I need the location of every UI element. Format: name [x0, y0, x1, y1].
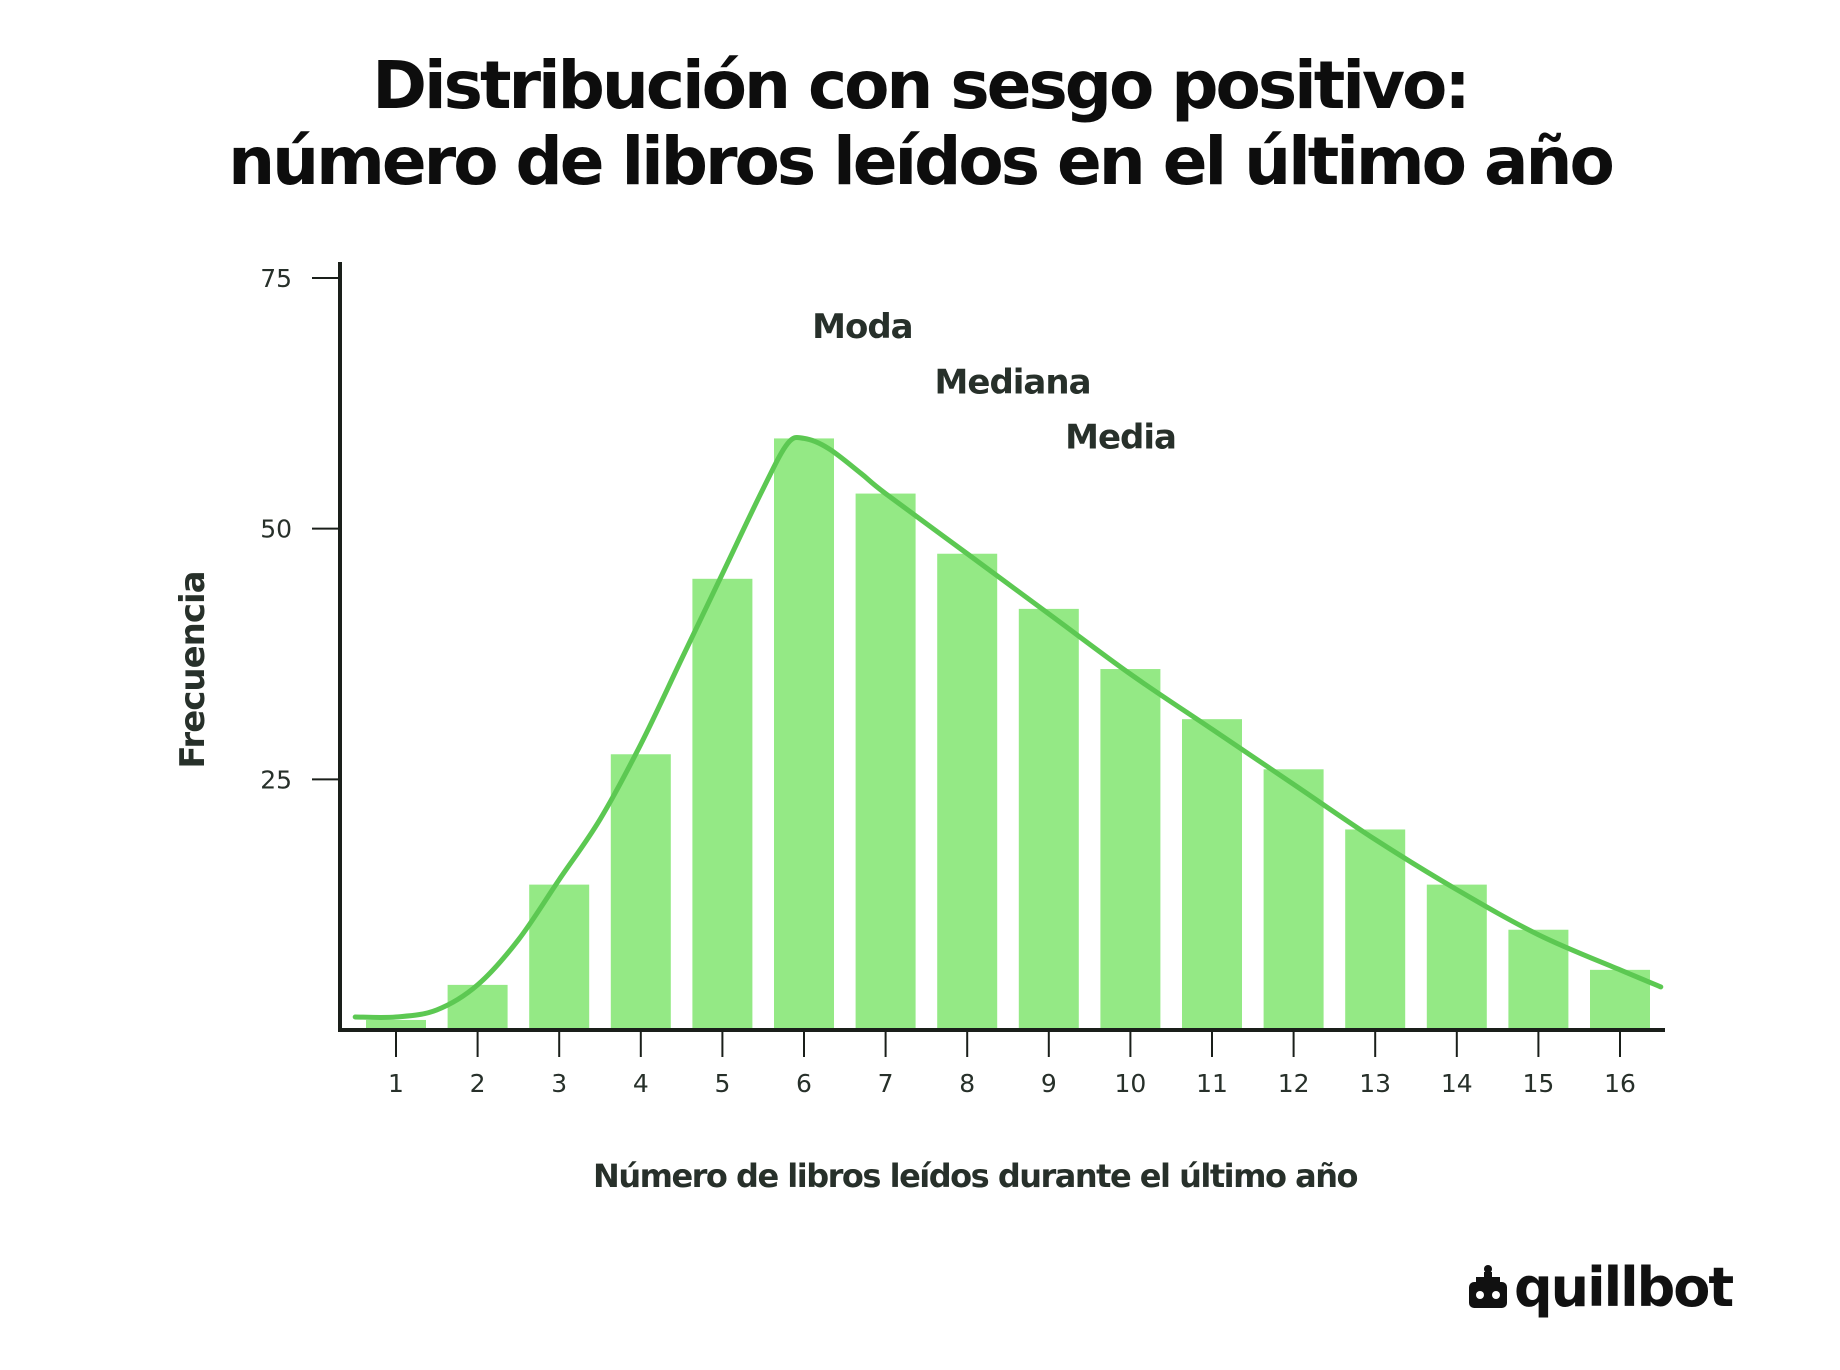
- x-tick-label-2: 2: [470, 1069, 486, 1098]
- bar-13: [1345, 829, 1406, 1030]
- bar-1: [366, 1019, 426, 1030]
- x-tick-label-15: 15: [1522, 1069, 1554, 1098]
- bar-11: [1182, 719, 1242, 1030]
- bars-group: [366, 438, 1650, 1031]
- x-tick-label-9: 9: [1041, 1069, 1057, 1098]
- annotation-mediana: Mediana: [935, 362, 1091, 402]
- y-axis-label: Frecuencia: [173, 571, 213, 768]
- x-tick-label-8: 8: [959, 1069, 975, 1098]
- y-tick-label-50: 50: [260, 515, 292, 544]
- bar-3: [529, 884, 590, 1030]
- x-tick-label-1: 1: [388, 1069, 404, 1098]
- x-tick-label-11: 11: [1196, 1069, 1228, 1098]
- x-tick-label-6: 6: [796, 1069, 812, 1098]
- bar-6: [774, 438, 834, 1031]
- chart-title-line-1: Distribución con sesgo positivo:: [372, 47, 1470, 124]
- annotation-media: Media: [1065, 417, 1176, 457]
- x-tick-label-14: 14: [1441, 1069, 1473, 1098]
- bar-12: [1263, 769, 1324, 1030]
- bar-7: [855, 493, 916, 1030]
- bar-5: [692, 578, 753, 1030]
- x-tick-label-12: 12: [1278, 1069, 1310, 1098]
- x-tick-label-13: 13: [1359, 1069, 1391, 1098]
- annotations-group: Moda Mediana Media: [812, 307, 1177, 457]
- bar-9: [1018, 608, 1079, 1030]
- bar-2: [447, 984, 508, 1030]
- bar-8: [937, 553, 998, 1030]
- x-tick-label-16: 16: [1604, 1069, 1636, 1098]
- y-tick-label-75: 75: [260, 264, 292, 293]
- bar-10: [1100, 669, 1161, 1030]
- chart-title: Distribución con sesgo positivo: número …: [0, 48, 1840, 200]
- x-tick-label-3: 3: [551, 1069, 567, 1098]
- distribution-curve: [352, 434, 1664, 1020]
- y-ticks-group: 25 50 75: [260, 264, 340, 794]
- quillbot-logo: quillbot: [1468, 1255, 1734, 1319]
- x-tick-label-7: 7: [878, 1069, 894, 1098]
- y-tick-label-25: 25: [260, 765, 292, 794]
- x-axis-label: Número de libros leídos durante el últim…: [593, 1157, 1357, 1195]
- x-tick-label-10: 10: [1114, 1069, 1146, 1098]
- x-tick-label-5: 5: [714, 1069, 730, 1098]
- robot-icon: [1469, 1265, 1507, 1308]
- bar-14: [1426, 884, 1487, 1030]
- x-tick-label-4: 4: [633, 1069, 649, 1098]
- brand-name: quillbot: [1514, 1255, 1734, 1319]
- annotation-moda: Moda: [812, 307, 912, 347]
- chart-title-line-2: número de libros leídos en el último año: [228, 123, 1615, 200]
- x-ticks-group: 1 2 3 4 5 6 7 8 9 10 11 12 13 14 15 16: [388, 1030, 1636, 1098]
- bar-4: [610, 754, 671, 1030]
